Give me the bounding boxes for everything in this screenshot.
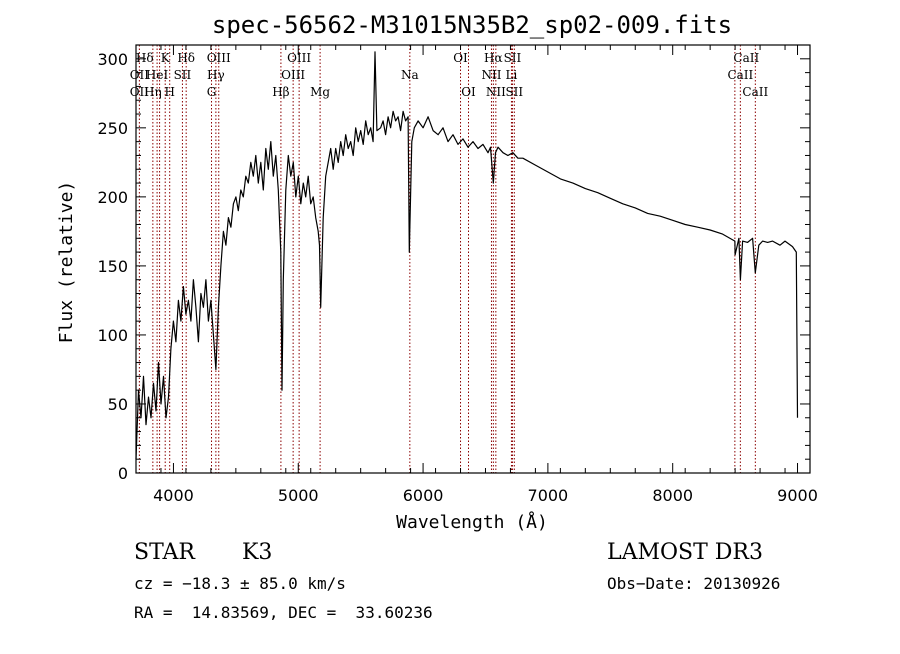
y-tick-label: 150 — [97, 257, 128, 276]
spectral-line-label: H — [164, 85, 174, 99]
spectral-line-label: OIII — [281, 68, 305, 82]
spectral-line-label: OIII — [287, 51, 311, 65]
plot-frame — [135, 44, 811, 474]
y-tick-label: 50 — [108, 395, 128, 414]
x-tick-label: 7000 — [528, 486, 569, 505]
y-tick-label: 200 — [97, 188, 128, 207]
object-subclass: K3 — [242, 540, 273, 565]
x-tick-label: 8000 — [652, 486, 693, 505]
y-tick-label: 300 — [97, 50, 128, 69]
x-tick-label: 5000 — [278, 486, 319, 505]
spectral-line-label: SII — [505, 85, 523, 99]
spectral-line-label: Hδ — [177, 51, 195, 65]
spectral-line-label: SII — [504, 51, 522, 65]
x-tick-label: 6000 — [403, 486, 444, 505]
survey-name: LAMOST DR3 — [607, 540, 763, 565]
spectral-line-label: CaII — [733, 51, 759, 65]
spectral-line-label: OI — [461, 85, 476, 99]
y-tick-label: 100 — [97, 326, 128, 345]
spectral-line-label: Na — [401, 68, 419, 82]
spectral-line-label: Hη — [144, 85, 162, 99]
spectrum-trace — [135, 51, 799, 460]
spectral-line-label: OI — [453, 51, 468, 65]
coordinates-readout: RA = 14.83569, DEC = 33.60236 — [134, 603, 433, 622]
y-tick-label: 250 — [97, 119, 128, 138]
spectral-line-label: NII — [486, 85, 506, 99]
y-tick-label: 0 — [118, 464, 128, 483]
spectral-line-label: Li — [506, 68, 518, 82]
spectral-line-label: Mg — [310, 85, 330, 99]
spectral-line-label: HeI — [146, 68, 169, 82]
spectral-line-label: CaII — [742, 85, 768, 99]
x-tick-label: 4000 — [153, 486, 194, 505]
x-tick-label: 9000 — [777, 486, 818, 505]
spectral-line-label: OII — [130, 68, 150, 82]
spectral-line-label: CaII — [727, 68, 753, 82]
redshift-readout: cz = −18.3 ± 85.0 km/s — [134, 574, 346, 593]
object-class: STAR — [134, 540, 195, 565]
spectral-line-label: OIII — [207, 51, 231, 65]
x-axis-label: Wavelength (Å) — [396, 511, 548, 533]
spectral-line-label: Hβ — [272, 85, 289, 99]
observation-date: Obs−Date: 20130926 — [607, 574, 781, 593]
chart-title: spec-56562-M31015N35B2_sp02-009.fits — [212, 11, 732, 39]
y-axis-label: Flux (relative) — [56, 181, 77, 344]
spectral-line-label: OII — [130, 85, 150, 99]
spectral-line-label: SII — [174, 68, 192, 82]
spectral-line-label: Hα — [484, 51, 503, 65]
spectral-line-label: Hγ — [207, 68, 225, 82]
spectral-line-label: K — [161, 51, 171, 65]
spectral-line-label: NII — [481, 68, 501, 82]
spectral-line-label: Hδ — [136, 51, 154, 65]
spectral-line-label: G — [207, 85, 217, 99]
